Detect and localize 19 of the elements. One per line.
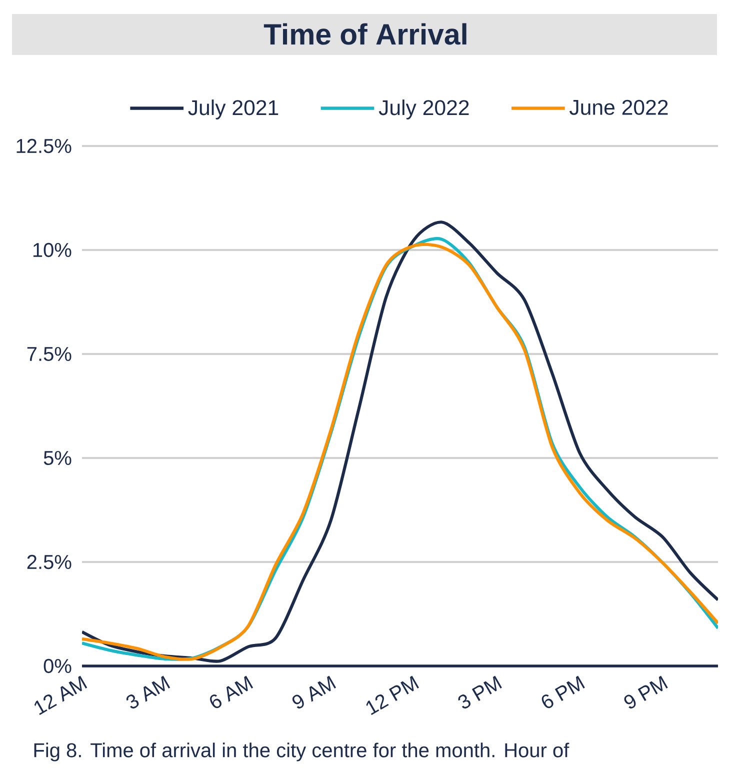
x-tick-label: 6 PM	[542, 676, 585, 708]
y-tick-label: 0%	[44, 658, 72, 674]
x-tick-label: 9 AM	[292, 676, 336, 708]
caption: Fig 8. Time of arrival in the city centre for the month. Hour of	[34, 742, 570, 762]
x-tick-label: 12 AM	[34, 676, 88, 715]
y-tick-label: 2.5%	[27, 554, 72, 570]
x-tick-label: 3 AM	[126, 676, 170, 708]
legend-label: June 2022	[570, 100, 668, 115]
x-tick-label: 3 PM	[458, 676, 502, 708]
y-tick-label: 12.5%	[16, 138, 72, 154]
y-tick-label: 7.5%	[27, 346, 72, 362]
y-tick-label: 5%	[44, 450, 72, 466]
x-tick-label: 12 PM	[366, 676, 419, 715]
x-tick-label: 6 AM	[210, 676, 254, 708]
legend-label: July 2022	[378, 100, 469, 120]
y-tick-label: 10%	[33, 242, 72, 258]
chart-title: Time of Arrival	[264, 23, 466, 45]
legend-label: July 2021	[188, 100, 278, 120]
x-tick-label: 9 PM	[624, 676, 668, 708]
